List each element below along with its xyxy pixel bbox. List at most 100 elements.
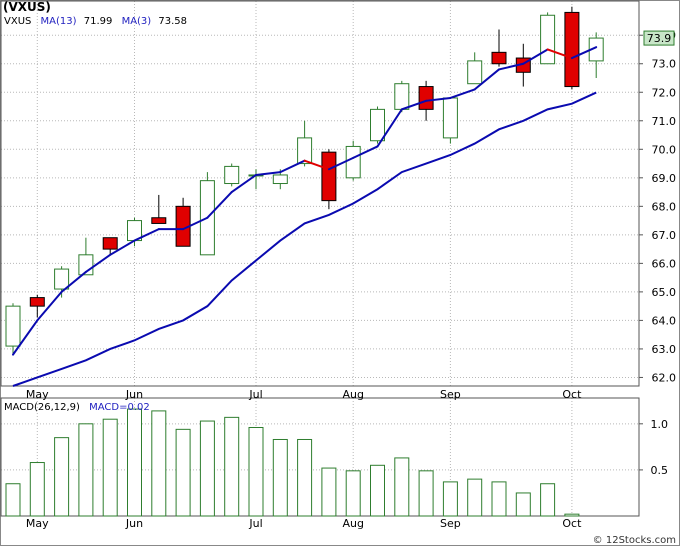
price-tick-label: 73.0 xyxy=(652,58,677,71)
last-price-tag xyxy=(643,30,675,46)
candle-body xyxy=(564,11,580,88)
macd-grid xyxy=(1,398,639,516)
ma3-segment xyxy=(400,99,428,111)
ma3-segment xyxy=(546,48,573,60)
ma3-segment xyxy=(425,96,452,102)
macd-bar xyxy=(491,481,507,517)
macd-panel-border xyxy=(0,397,640,517)
candle-body xyxy=(321,151,337,202)
x-label-macd: Oct xyxy=(562,517,582,530)
candle-body xyxy=(102,237,118,250)
macd-bar xyxy=(321,467,337,517)
legend-ma3-label: MA(3) xyxy=(121,16,152,27)
ma3-segment xyxy=(449,88,476,99)
candle-body xyxy=(5,305,21,347)
candle-body xyxy=(370,108,385,142)
macd-bar xyxy=(515,492,531,517)
macd-bar xyxy=(54,437,70,517)
candle-body xyxy=(297,137,313,165)
macd-tick-label: 1.0 xyxy=(651,418,669,431)
legend-ma13-value: 71.99 xyxy=(83,16,113,27)
candles xyxy=(5,6,604,355)
macd-bar xyxy=(175,428,191,517)
x-label-price: May xyxy=(26,388,49,401)
macd-bar xyxy=(272,438,288,517)
price-tick-label: 66.0 xyxy=(652,257,677,270)
ma3-segment xyxy=(182,216,209,231)
x-label-price: Sep xyxy=(440,388,461,401)
macd-bars xyxy=(5,408,580,517)
macd-bar xyxy=(248,427,264,517)
candle-body xyxy=(418,86,434,110)
ma3-segment xyxy=(206,191,233,219)
macd-bar xyxy=(29,462,45,517)
macd-bar xyxy=(199,420,215,517)
legend-ma3-value: 73.58 xyxy=(158,16,188,27)
price-tick-label: 68.0 xyxy=(652,200,677,213)
macd-bar xyxy=(224,416,240,517)
macd-bar xyxy=(370,464,385,517)
chart-title: (VXUS) xyxy=(3,0,51,14)
macd-bar xyxy=(418,470,434,517)
price-grid xyxy=(1,1,639,386)
macd-bar xyxy=(394,457,410,517)
watermark: © 12Stocks.com xyxy=(592,535,676,546)
macd-bar xyxy=(127,408,142,517)
ma3-segment xyxy=(36,290,63,322)
macd-bar xyxy=(5,483,21,517)
candle-body xyxy=(491,51,507,65)
macd-bar xyxy=(345,470,361,517)
candle-body xyxy=(151,217,167,224)
last-price-label: 73.9 xyxy=(647,32,672,45)
candle-body xyxy=(224,165,240,185)
ma3-segment xyxy=(279,159,306,174)
macd-bar xyxy=(467,478,483,517)
macd-tick-label: 0.5 xyxy=(651,464,669,477)
ma3-segment xyxy=(473,68,500,91)
macd-bar xyxy=(442,481,458,517)
price-legend: VXUS MA(13) 71.99 MA(3) 73.58 xyxy=(4,16,187,27)
price-tick-label: 69.0 xyxy=(652,172,677,185)
ma3-segment xyxy=(327,156,355,171)
ma3-segment xyxy=(522,48,549,65)
price-tick-label: 67.0 xyxy=(652,229,677,242)
macd-legend: MACD(26,12,9) MACD=0.02 xyxy=(4,402,150,413)
candle-body xyxy=(272,174,288,185)
ma3-segment xyxy=(303,159,330,171)
ma13-line xyxy=(12,91,597,387)
ma3-segment xyxy=(60,270,87,293)
macd-bar xyxy=(540,483,556,517)
candle-body xyxy=(29,297,45,307)
x-label-price: Aug xyxy=(342,388,363,401)
price-tick-label: 63.0 xyxy=(652,343,677,356)
ma3-segment xyxy=(133,228,160,242)
ma3-segment xyxy=(376,108,403,148)
x-label-price: Jul xyxy=(248,388,262,401)
price-tick-label: 62.0 xyxy=(652,371,677,384)
x-label-macd: Jul xyxy=(248,517,262,530)
ma3-segment xyxy=(498,62,525,71)
macd-params: MACD(26,12,9) xyxy=(4,402,80,413)
ma3-segment xyxy=(230,173,257,194)
macd-bar xyxy=(297,438,313,517)
x-label-price: Jun xyxy=(125,388,143,401)
ma3-segment xyxy=(84,253,112,273)
ma3-segment xyxy=(12,319,39,356)
candle-body xyxy=(345,145,361,179)
price-tick-label: 70.0 xyxy=(652,143,677,156)
price-tick-label: 72.0 xyxy=(652,86,677,99)
ma3-segment xyxy=(352,145,379,159)
candle-body xyxy=(467,60,483,85)
macd-bar xyxy=(78,423,94,517)
legend-ma13-label: MA(13) xyxy=(40,16,77,27)
candle-body xyxy=(394,83,410,110)
price-tick-label: 71.0 xyxy=(652,115,677,128)
macd-value: MACD=0.02 xyxy=(89,402,150,413)
macd-bar xyxy=(564,513,580,517)
ma3-line xyxy=(12,46,598,356)
macd-bar xyxy=(102,418,118,517)
x-label-price: Oct xyxy=(562,388,582,401)
ma3-segment xyxy=(255,171,282,176)
candle-body xyxy=(540,14,556,65)
